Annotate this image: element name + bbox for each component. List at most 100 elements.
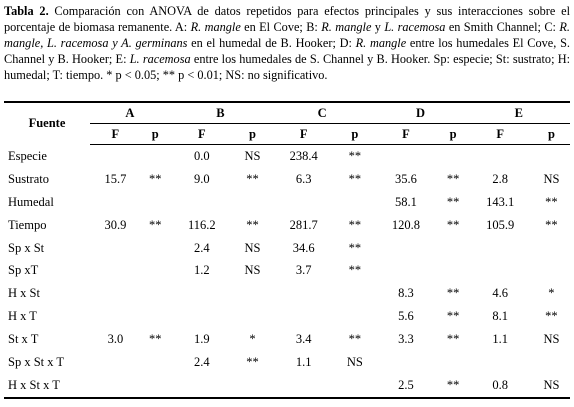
f-value: 8.3	[398, 286, 414, 301]
empty-cell	[533, 145, 570, 168]
f-value: 0.8	[467, 373, 533, 399]
caption-segment: y	[371, 20, 385, 34]
f-value: 116.2	[188, 217, 216, 232]
row-label: Tiempo	[8, 217, 47, 232]
f-value: 3.0	[107, 332, 124, 347]
p-value: NS	[543, 332, 560, 347]
f-value: 1.2	[194, 263, 210, 278]
table-row: H x St 8.3 ** 4.6 *	[4, 282, 570, 305]
table-row: St x T 3.0 ** 1.9 * 3.4 ** 3.3 ** 1.1 NS	[4, 328, 570, 351]
empty-cell	[533, 351, 570, 374]
f-value: 143.1	[486, 194, 515, 209]
sub-header: p	[140, 123, 170, 145]
f-value: 3.4	[295, 332, 312, 347]
empty-cell	[90, 145, 141, 168]
f-value: 1.9	[194, 332, 210, 347]
f-value: 4.6	[492, 286, 509, 301]
table-row: H x St x T 2.5 ** 0.8 NS	[4, 373, 570, 399]
empty-cell	[468, 351, 533, 374]
f-value: 2.4	[194, 240, 210, 255]
sub-header: p	[336, 123, 374, 145]
f-value: 35.6	[395, 171, 417, 186]
empty-cell	[234, 191, 271, 214]
table-row: Especie 0.0 NS 238.4 **	[4, 145, 570, 168]
p-value: **	[246, 171, 259, 186]
empty-cell	[533, 259, 570, 282]
row-label: St x T	[8, 332, 39, 347]
p-value: **	[348, 263, 362, 278]
caption-segment: entre los humedales de S. Channel y B. H…	[4, 52, 571, 82]
f-value: 2.8	[492, 171, 509, 186]
empty-cell	[271, 373, 337, 399]
p-value: **	[446, 194, 460, 209]
empty-cell	[373, 259, 438, 282]
p-value: **	[348, 148, 362, 163]
empty-cell	[141, 237, 170, 260]
empty-cell	[468, 237, 533, 260]
row-label: Sp xT	[8, 263, 39, 278]
empty-cell	[141, 351, 170, 374]
row-label: Sp x St x T	[8, 354, 65, 369]
empty-cell	[141, 282, 170, 305]
empty-cell	[141, 305, 170, 328]
p-value: **	[438, 373, 468, 399]
table-caption: Tabla 2. Comparación con ANOVA de datos …	[4, 3, 570, 83]
caption-segment: Comparación con ANOVA de datos repetidos…	[4, 4, 570, 34]
f-value: 15.7	[104, 171, 127, 186]
empty-cell	[533, 237, 570, 260]
p-value: **	[446, 171, 460, 186]
sub-header: p	[233, 123, 272, 145]
f-value: 2.4	[194, 354, 210, 369]
f-value: 0.0	[194, 148, 210, 163]
f-value: 3.3	[398, 332, 414, 347]
row-label: Especie	[8, 148, 47, 163]
f-value: 8.1	[492, 309, 509, 324]
p-value: *	[249, 332, 256, 347]
f-value: 281.7	[289, 217, 318, 232]
row-label: Sustrato	[8, 171, 49, 186]
caption-segment: en el humedal de B. Hooker; D:	[187, 36, 356, 50]
caption-segment: Tabla 2.	[4, 4, 49, 18]
empty-cell	[373, 351, 438, 374]
p-value: NS	[532, 373, 570, 399]
p-value: **	[446, 309, 460, 324]
group-header: C	[271, 101, 374, 124]
sub-header: p	[532, 123, 570, 145]
empty-cell	[439, 259, 468, 282]
f-value: 58.1	[395, 194, 417, 209]
empty-cell	[90, 191, 141, 214]
empty-cell	[169, 373, 234, 399]
group-header: A	[90, 101, 170, 124]
table-row: Tiempo 30.9 ** 116.2 ** 281.7 ** 120.8 ** 105.9 **	[4, 214, 570, 237]
p-value: **	[545, 309, 558, 324]
empty-cell	[373, 237, 438, 260]
group-header: B	[169, 101, 272, 124]
empty-cell	[468, 259, 533, 282]
empty-cell	[271, 305, 336, 328]
empty-cell	[141, 259, 170, 282]
sub-header: p	[438, 123, 468, 145]
empty-cell	[90, 305, 141, 328]
empty-cell	[373, 145, 438, 168]
empty-cell	[90, 373, 141, 399]
f-value: 5.6	[398, 309, 414, 324]
f-value: 30.9	[104, 217, 127, 232]
empty-cell	[170, 305, 234, 328]
p-value: **	[149, 332, 162, 347]
p-value: **	[149, 171, 162, 186]
p-value: **	[446, 217, 460, 232]
empty-cell	[170, 191, 234, 214]
empty-cell	[140, 373, 170, 399]
f-value: 2.5	[373, 373, 439, 399]
p-value: *	[548, 286, 555, 301]
empty-cell	[439, 237, 468, 260]
f-value: 105.9	[486, 217, 515, 232]
caption-segment: L. racemosa	[384, 20, 446, 34]
p-value: **	[348, 217, 362, 232]
caption-segment: L. racemosa	[129, 52, 191, 66]
table-row: Sustrato 15.7 ** 9.0 ** 6.3 ** 35.6 ** 2.8 NS	[4, 168, 570, 191]
